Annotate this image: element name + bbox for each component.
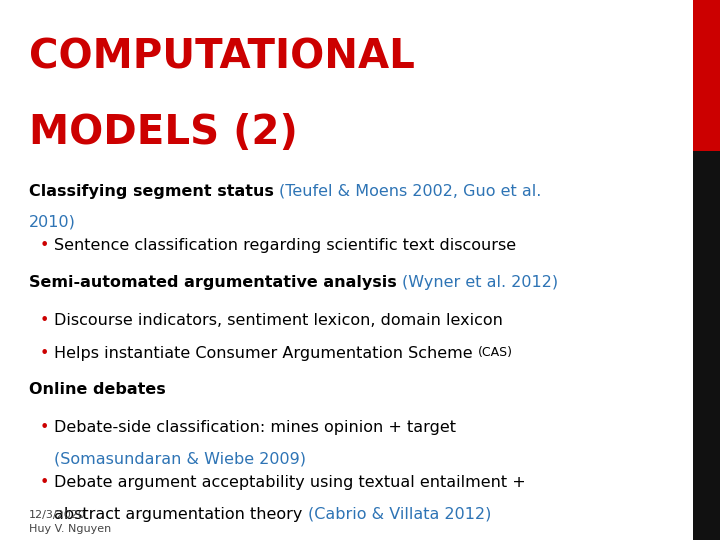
Text: Online debates: Online debates (29, 382, 166, 397)
Text: Discourse indicators, sentiment lexicon, domain lexicon: Discourse indicators, sentiment lexicon,… (54, 313, 503, 328)
Text: abstract argumentation theory: abstract argumentation theory (54, 507, 307, 522)
Text: (CAS): (CAS) (478, 346, 513, 359)
Text: •: • (40, 346, 49, 361)
Text: 12/3/2020: 12/3/2020 (29, 510, 86, 521)
Bar (693, 0, 720, 540)
Text: 19: 19 (696, 510, 713, 535)
Text: Semi-automated argumentative analysis: Semi-automated argumentative analysis (29, 275, 402, 291)
Text: (Wyner et al. 2012): (Wyner et al. 2012) (402, 275, 558, 291)
Text: Helps instantiate Consumer Argumentation Scheme: Helps instantiate Consumer Argumentation… (54, 346, 478, 361)
Text: Classifying segment status: Classifying segment status (29, 184, 279, 199)
Text: (Cabrio & Villata 2012): (Cabrio & Villata 2012) (307, 507, 491, 522)
Text: Sentence classification regarding scientific text discourse: Sentence classification regarding scient… (54, 238, 516, 253)
Text: •: • (40, 420, 49, 435)
Text: 2010): 2010) (29, 215, 76, 230)
Text: •: • (40, 313, 49, 328)
Text: MODELS (2): MODELS (2) (29, 113, 297, 153)
Text: Huy V. Nguyen: Huy V. Nguyen (29, 524, 111, 534)
Text: COMPUTATIONAL: COMPUTATIONAL (29, 38, 415, 78)
Text: •: • (40, 238, 49, 253)
Text: •: • (40, 475, 49, 490)
Text: Debate-side classification: mines opinion + target: Debate-side classification: mines opinio… (54, 420, 456, 435)
Bar (693, 0, 720, 151)
Text: (Somasundaran & Wiebe 2009): (Somasundaran & Wiebe 2009) (54, 451, 306, 467)
Text: (Teufel & Moens 2002, Guo et al.: (Teufel & Moens 2002, Guo et al. (279, 184, 541, 199)
Text: Debate argument acceptability using textual entailment +: Debate argument acceptability using text… (54, 475, 526, 490)
